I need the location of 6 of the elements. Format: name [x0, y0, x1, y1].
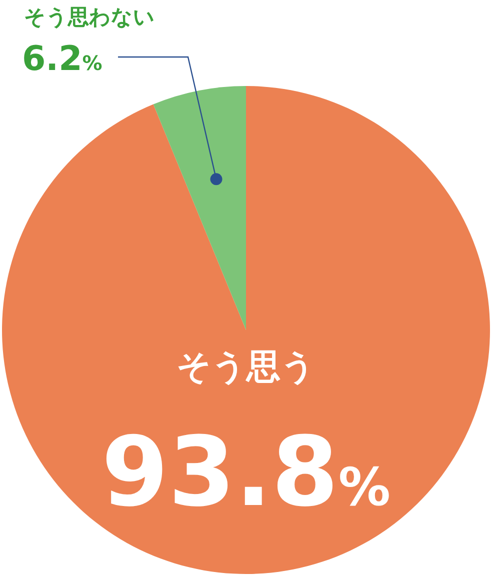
pie-slice [153, 86, 246, 330]
slice-label: そう思わない [24, 5, 155, 29]
slice-label: そう思う [176, 347, 316, 387]
pie-slice [2, 86, 490, 574]
data-label: 6.2% [22, 39, 102, 79]
data-label: 93.8% [102, 416, 390, 528]
